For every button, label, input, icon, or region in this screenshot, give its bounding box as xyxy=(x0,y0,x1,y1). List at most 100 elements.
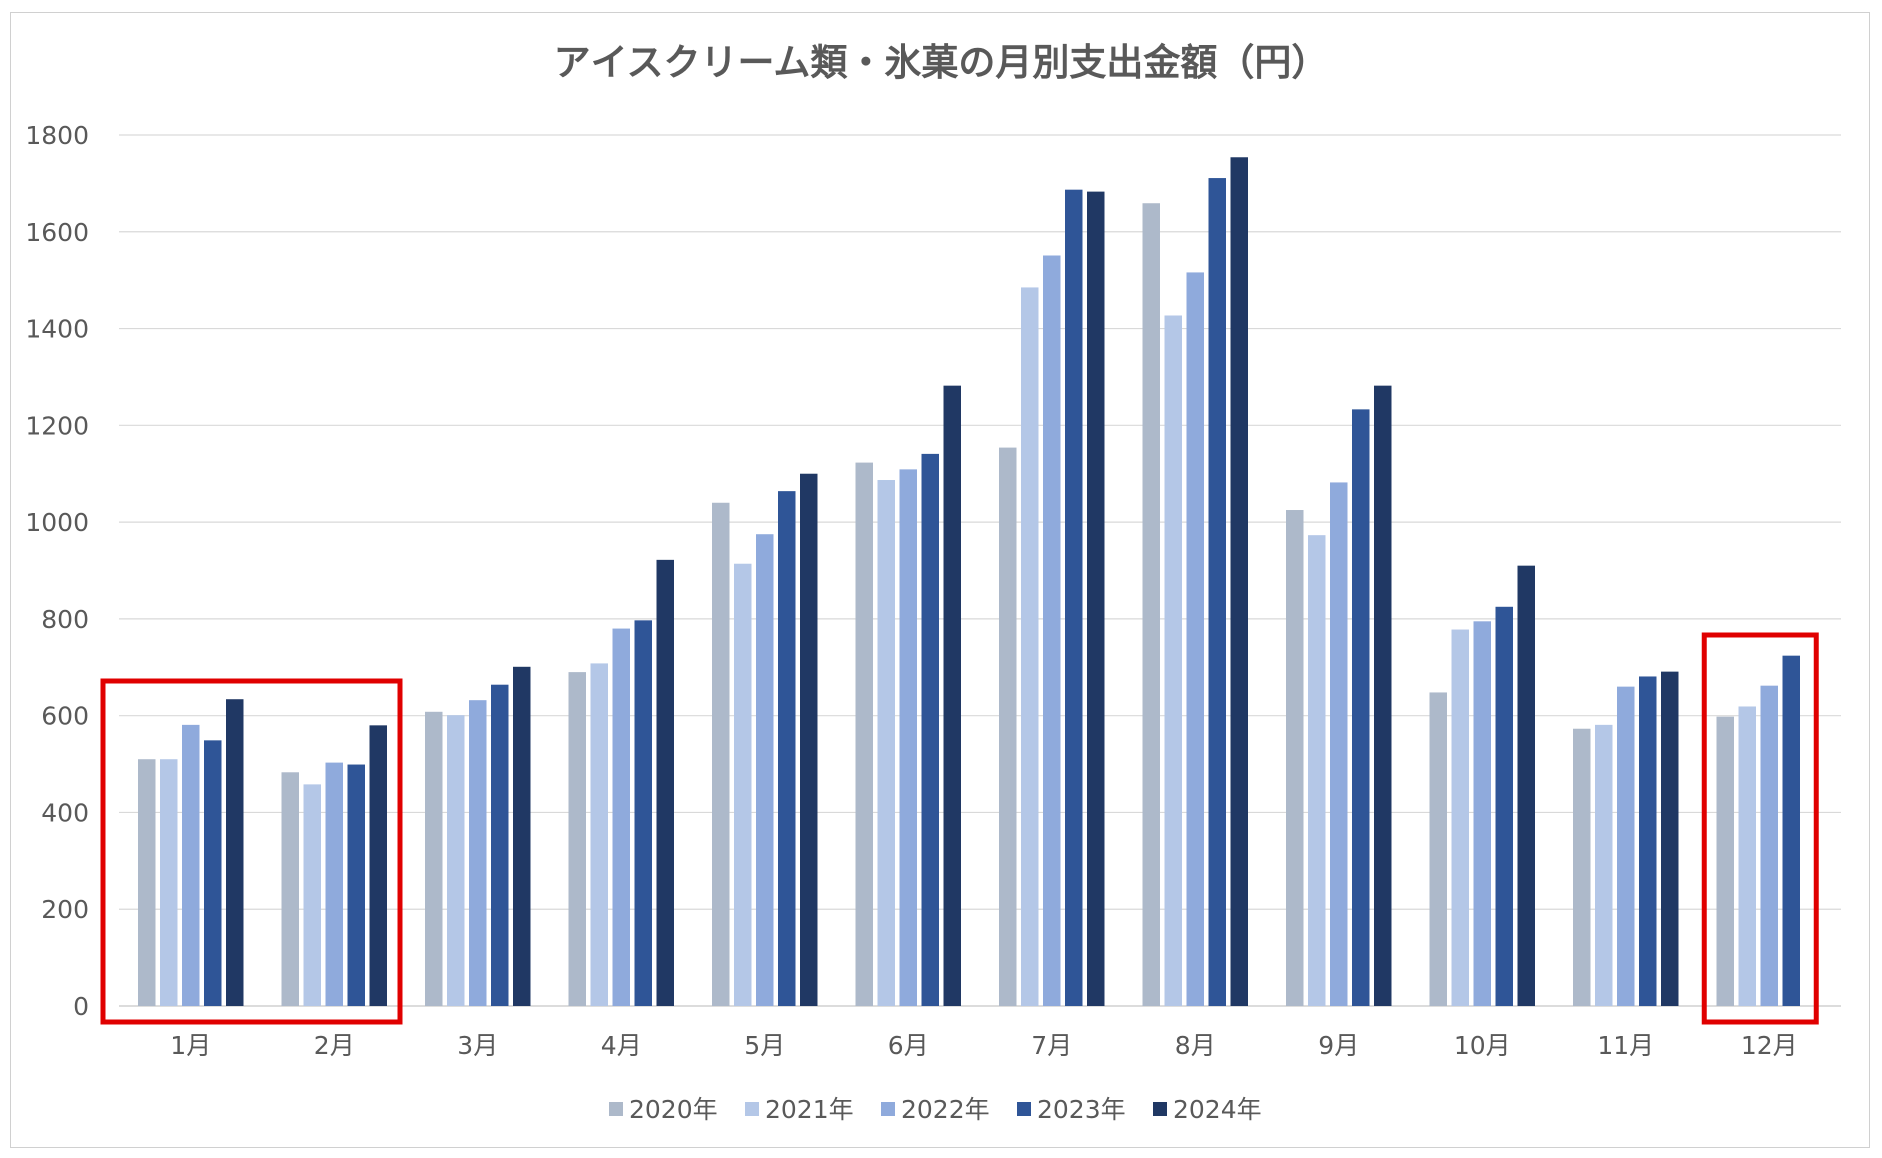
y-tick-label: 1400 xyxy=(25,315,89,344)
bar xyxy=(1738,706,1756,1006)
y-tick-label: 1200 xyxy=(25,411,89,440)
chart-title: アイスクリーム類・氷菓の月別支出金額（円） xyxy=(554,41,1329,84)
bar xyxy=(1573,728,1591,1006)
y-tick-label: 0 xyxy=(73,992,89,1021)
legend-swatch xyxy=(881,1102,895,1116)
bar xyxy=(1760,685,1778,1006)
bar xyxy=(469,700,487,1006)
bar xyxy=(734,563,752,1006)
bar xyxy=(1308,535,1326,1006)
bar xyxy=(921,453,939,1006)
bar xyxy=(1429,692,1447,1006)
x-tick-label: 4月 xyxy=(601,1031,642,1060)
y-tick-label: 1600 xyxy=(25,218,89,247)
bar xyxy=(1164,315,1182,1006)
x-tick-label: 12月 xyxy=(1741,1031,1798,1060)
bar xyxy=(281,772,299,1006)
x-tick-label: 11月 xyxy=(1597,1031,1654,1060)
legend-item: 2020年 xyxy=(609,1095,718,1124)
bar-series-2020年 xyxy=(138,203,1734,1006)
y-tick-label: 200 xyxy=(41,895,89,924)
x-tick-label: 1月 xyxy=(170,1031,211,1060)
bar-series-2021年 xyxy=(160,287,1756,1006)
bar xyxy=(491,684,509,1006)
bar-series-group xyxy=(138,157,1800,1007)
legend-item: 2024年 xyxy=(1153,1095,1262,1124)
legend-item: 2022年 xyxy=(881,1095,990,1124)
bar xyxy=(612,628,630,1006)
bar xyxy=(369,725,387,1006)
highlight-box xyxy=(1701,632,1819,1025)
bar xyxy=(447,715,465,1006)
legend-label: 2020年 xyxy=(629,1095,718,1124)
bar-chart: アイスクリーム類・氷菓の月別支出金額（円） 0 200 400 600 800 1000 1… xyxy=(25,41,1841,1124)
x-tick-label: 10月 xyxy=(1454,1031,1511,1060)
legend-swatch xyxy=(609,1102,623,1116)
y-tick-label: 400 xyxy=(41,798,89,827)
bar xyxy=(855,462,873,1006)
bar xyxy=(999,447,1017,1006)
bar xyxy=(1352,409,1370,1006)
bar xyxy=(1065,189,1083,1006)
x-tick-label: 5月 xyxy=(744,1031,785,1060)
bar xyxy=(1330,482,1348,1006)
bar xyxy=(899,469,917,1007)
bar xyxy=(1286,510,1304,1006)
legend-swatch xyxy=(1017,1102,1031,1116)
bar-series-2023年 xyxy=(204,178,1800,1007)
y-tick-label: 800 xyxy=(41,605,89,634)
bar xyxy=(1595,724,1613,1006)
bar xyxy=(1639,676,1657,1006)
bar xyxy=(1374,385,1392,1007)
bar xyxy=(877,480,895,1006)
bar xyxy=(1517,565,1535,1006)
legend-label: 2023年 xyxy=(1037,1095,1126,1124)
bar xyxy=(1043,255,1061,1006)
bar xyxy=(325,762,343,1006)
x-tick-label: 8月 xyxy=(1175,1031,1216,1060)
bar xyxy=(138,759,156,1006)
bar xyxy=(634,620,652,1006)
y-tick-label: 1000 xyxy=(25,508,89,537)
bar-series-2024年 xyxy=(226,157,1679,1007)
bar xyxy=(160,759,178,1006)
chart-frame: アイスクリーム類・氷菓の月別支出金額（円） 0 200 400 600 800 1000 1… xyxy=(10,12,1870,1148)
bar xyxy=(756,534,774,1006)
bar xyxy=(1021,287,1039,1006)
bar xyxy=(204,740,222,1006)
bar xyxy=(800,473,818,1006)
legend-item: 2021年 xyxy=(745,1095,854,1124)
bar xyxy=(1495,606,1513,1006)
bar xyxy=(1186,272,1204,1006)
x-tick-label: 7月 xyxy=(1031,1031,1072,1060)
y-tick-label: 600 xyxy=(41,702,89,731)
x-tick-label: 3月 xyxy=(457,1031,498,1060)
bar xyxy=(943,385,961,1007)
y-axis-tick-labels: 0 200 400 600 800 1000 1200 1400 1600 1800 xyxy=(25,121,89,1021)
bar xyxy=(712,502,730,1006)
bar xyxy=(1617,686,1635,1006)
legend-label: 2021年 xyxy=(765,1095,854,1124)
gridlines xyxy=(119,134,1841,1007)
bar xyxy=(182,724,200,1006)
highlight-box xyxy=(100,678,403,1025)
bar xyxy=(778,491,796,1006)
bar xyxy=(568,672,586,1006)
bar xyxy=(226,699,244,1006)
x-tick-label: 6月 xyxy=(888,1031,929,1060)
bar xyxy=(1716,716,1734,1006)
legend: 2020年 2021年 2022年 2023年 2024年 xyxy=(609,1095,1262,1124)
bar xyxy=(347,764,365,1006)
bar xyxy=(1473,621,1491,1006)
bar xyxy=(656,559,674,1006)
bar-series-2022年 xyxy=(182,255,1778,1007)
bar xyxy=(425,711,443,1006)
x-tick-label: 9月 xyxy=(1318,1031,1359,1060)
bar xyxy=(303,784,321,1006)
bar xyxy=(1142,203,1160,1006)
bar xyxy=(513,666,531,1006)
bar xyxy=(1208,178,1226,1007)
legend-swatch xyxy=(745,1102,759,1116)
bar xyxy=(1230,157,1248,1006)
bar xyxy=(1087,191,1105,1007)
